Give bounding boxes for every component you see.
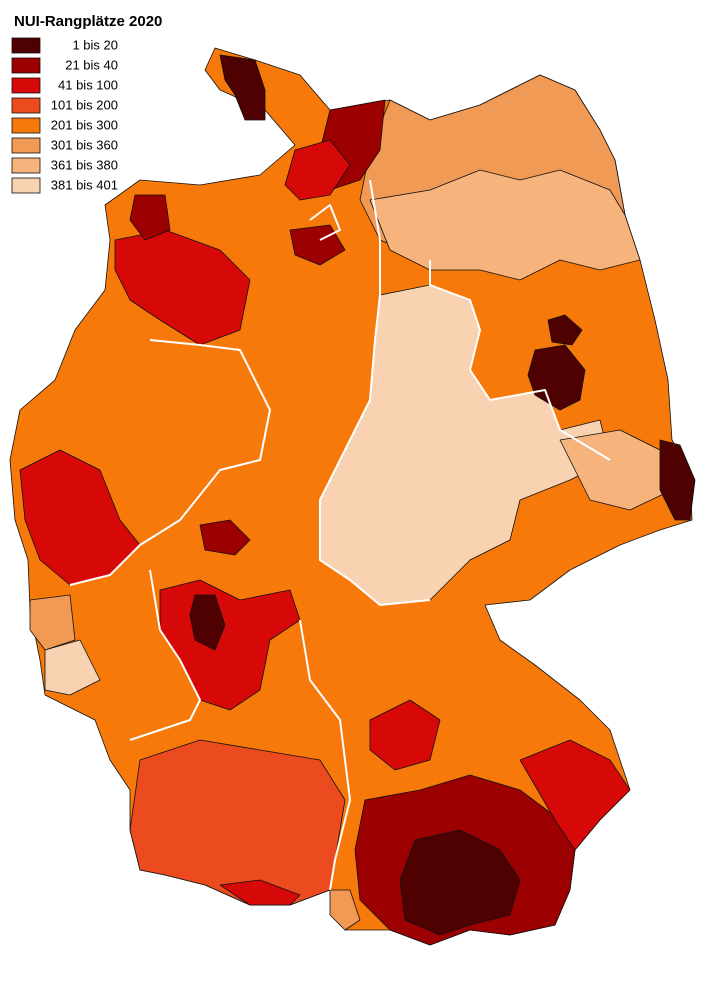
legend-label: 361 bis 380	[51, 157, 118, 172]
region	[189, 594, 226, 651]
state-border	[299, 619, 351, 891]
region	[527, 344, 586, 411]
region	[547, 314, 583, 346]
region	[44, 639, 101, 696]
legend-title: NUI-Rangplätze 2020	[14, 13, 162, 30]
region	[369, 169, 641, 281]
legend-label: 381 bis 401	[51, 177, 118, 192]
legend-label: 301 bis 360	[51, 137, 118, 152]
legend-label: 101 bis 200	[51, 97, 118, 112]
region	[199, 519, 251, 556]
legend-swatch	[11, 157, 41, 174]
region	[284, 139, 351, 201]
region	[329, 889, 361, 931]
legend: NUI-Rangplätze 2020 1 bis 20 21 bis 40 41 …	[11, 13, 162, 194]
legend-swatch	[11, 117, 41, 134]
map-regions	[9, 47, 696, 946]
legend-swatch	[11, 57, 41, 74]
state-border	[69, 339, 271, 586]
state-border	[429, 260, 611, 461]
region	[369, 699, 441, 771]
region	[29, 594, 76, 651]
state-border	[129, 569, 201, 741]
legend-label: 41 bis 100	[58, 77, 118, 92]
region	[129, 739, 346, 906]
region	[114, 229, 251, 346]
region	[219, 879, 301, 906]
state-border	[309, 204, 341, 241]
state-border	[319, 179, 431, 606]
region	[129, 194, 171, 241]
legend-swatch	[11, 97, 41, 114]
region	[399, 829, 521, 936]
legend-label: 201 bis 300	[51, 117, 118, 132]
region	[219, 54, 266, 121]
legend-label: 1 bis 20	[72, 37, 118, 52]
legend-swatch	[11, 177, 41, 194]
region	[659, 439, 696, 521]
legend-label: 21 bis 40	[65, 57, 118, 72]
legend-swatch	[11, 37, 41, 54]
legend-swatch	[11, 77, 41, 94]
region	[519, 739, 631, 851]
legend-swatch	[11, 137, 41, 154]
